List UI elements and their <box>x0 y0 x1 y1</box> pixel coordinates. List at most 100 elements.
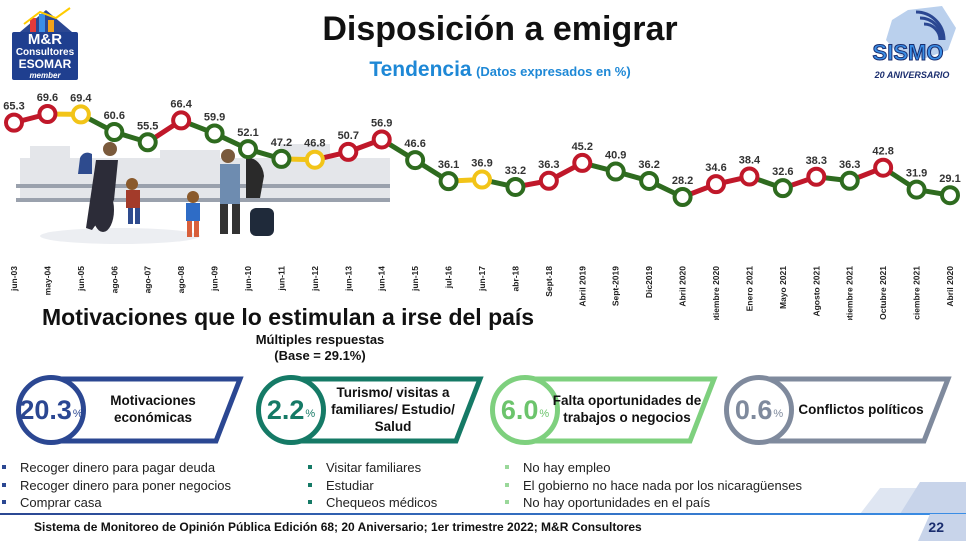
page-number-badge: 22 <box>908 514 966 541</box>
section-title: Motivaciones que lo estimulan a irse del… <box>42 304 535 330</box>
migrants-illustration <box>16 142 390 244</box>
card-economic: 20.3% Motivaciones económicas <box>16 375 248 445</box>
sismo-logo: SISMO 20 ANIVERSARIO <box>856 2 960 88</box>
x-tick-label: Mayo 2021 <box>778 266 788 309</box>
logo-line2: Consultores <box>15 47 75 58</box>
card-opportunities: 6.0% Falta oportunidades de trabajos o n… <box>490 375 722 445</box>
card-label: Falta oportunidades de trabajos o negoci… <box>552 393 702 425</box>
list-item-text: Recoger dinero para pagar deuda <box>20 460 216 475</box>
value-label: 66.4 <box>170 98 192 110</box>
card-political: 0.6% Conflictos políticos <box>724 375 956 445</box>
x-tick-label: Abril 2020 <box>945 266 955 307</box>
value-label: 60.6 <box>104 110 125 122</box>
list-item: Comprar casa <box>0 494 231 512</box>
value-label: 29.1 <box>939 173 960 185</box>
card-percent: 0.6 <box>734 394 773 425</box>
list-item: Chequeos médicos <box>306 494 437 512</box>
footer-text: Sistema de Monitoreo de Opinión Pública … <box>34 520 642 534</box>
data-point <box>4 112 24 133</box>
sismo-tag: 20 ANIVERSARIO <box>874 70 950 80</box>
page-title: Disposición a emigrar <box>322 10 678 48</box>
value-label: 36.2 <box>638 159 659 171</box>
data-point <box>405 150 426 171</box>
list-item-text: El gobierno no hace nada por los nicarag… <box>523 477 802 493</box>
x-tick-label: Diciembre 2021 <box>912 266 922 320</box>
list-item-text: No hay empleo <box>523 460 611 475</box>
x-tick-label: Abril 2020 <box>678 266 688 307</box>
bullet-icon <box>2 500 6 504</box>
list-item-text: No hay oportunidades en el país <box>523 495 711 510</box>
card-unit: % <box>305 408 316 420</box>
bullet-icon <box>505 482 509 487</box>
data-point <box>739 166 760 187</box>
x-tick-label: jul-16 <box>444 266 454 289</box>
x-tick-label: Dic2019 <box>644 266 654 298</box>
subtitle-main: Tendencia <box>369 58 472 81</box>
x-tick-label: Septiembre 2021 <box>845 266 855 320</box>
value-label: 45.2 <box>572 141 593 153</box>
list-item: Estudiar <box>306 477 437 495</box>
emigration-trend-chart: 65.3 69.6 69.4 60.6 55.5 66.4 59.9 52.1 47.2 46.8… <box>3 92 960 320</box>
data-point <box>605 161 626 182</box>
data-point <box>505 176 526 197</box>
x-tick-label: abr-18 <box>510 266 520 292</box>
x-tick-label: jun-09 <box>210 266 220 292</box>
x-tick-label: may-04 <box>42 266 52 296</box>
data-point <box>338 141 359 162</box>
value-label: 36.3 <box>839 159 860 171</box>
card-unit: % <box>773 408 784 420</box>
card-percent-circle: 0.6% <box>724 375 794 445</box>
bullet-icon <box>308 500 312 504</box>
value-label: 59.9 <box>204 111 225 123</box>
logo-line1: M&R <box>27 31 63 48</box>
card-percent-circle: 20.3% <box>16 375 86 445</box>
value-label: 36.1 <box>438 159 459 171</box>
bullet-icon <box>505 465 509 469</box>
data-point <box>271 148 292 169</box>
card-percent: 20.3 <box>19 394 72 425</box>
page-subtitle: Tendencia (Datos expresados en %) <box>0 58 966 82</box>
bullet-icon <box>2 482 6 487</box>
data-point <box>772 178 793 199</box>
x-tick-label: Sept-2019 <box>611 266 621 306</box>
value-label: 55.5 <box>137 120 158 132</box>
x-tick-label: Abril 2019 <box>577 266 587 307</box>
x-tick-label: jun-13 <box>343 266 353 292</box>
data-point <box>806 166 827 187</box>
value-label: 47.2 <box>271 137 292 149</box>
card-percent-circle: 2.2% <box>256 375 326 445</box>
list-item: Visitar familiares <box>306 459 437 477</box>
value-label: 46.8 <box>304 138 325 150</box>
section-note-line1: Múltiples respuestas <box>255 332 385 347</box>
bullet-icon <box>308 465 312 469</box>
value-label: 40.9 <box>605 150 626 162</box>
bullet-icon <box>505 500 509 504</box>
bullet-icon <box>308 482 312 487</box>
data-point <box>472 169 492 190</box>
x-tick-label: ago-07 <box>143 266 153 294</box>
x-tick-label: Septiembre 2020 <box>711 266 721 320</box>
data-point <box>238 139 258 160</box>
value-label: 50.7 <box>338 130 359 142</box>
x-tick-label: jun-05 <box>76 266 86 292</box>
value-label: 32.6 <box>772 166 793 178</box>
data-point <box>304 149 325 170</box>
page-number: 22 <box>928 519 944 535</box>
data-point <box>70 104 91 125</box>
x-tick-label: jun-10 <box>243 266 253 292</box>
value-label: 34.6 <box>705 162 726 174</box>
data-point <box>940 185 960 206</box>
x-tick-label: jun-15 <box>410 266 420 292</box>
value-label: 36.9 <box>471 158 492 170</box>
list-item: No hay oportunidades en el país <box>503 494 802 512</box>
value-label: 31.9 <box>906 168 927 180</box>
data-point <box>906 179 927 200</box>
data-point <box>839 170 860 191</box>
list-item-text: Chequeos médicos <box>326 495 438 510</box>
logo-line3: ESOMAR <box>18 57 72 71</box>
value-label: 33.2 <box>505 165 526 177</box>
data-point <box>438 171 459 192</box>
logo-line4: member <box>29 71 61 80</box>
x-tick-label: ago-08 <box>176 266 186 294</box>
data-point <box>204 123 225 144</box>
